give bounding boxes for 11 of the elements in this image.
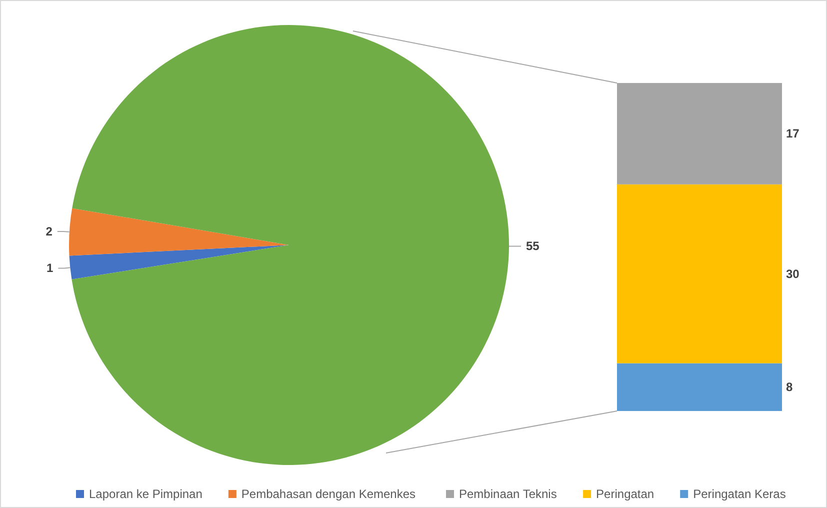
legend-label: Peringatan xyxy=(596,487,654,501)
legend-label: Pembinaan Teknis xyxy=(459,487,557,501)
legend-label: Pembahasan dengan Kemenkes xyxy=(241,487,416,501)
data-label: 2 xyxy=(46,224,53,239)
legend-label: Laporan ke Pimpinan xyxy=(89,487,202,501)
data-label: 30 xyxy=(786,266,800,281)
data-label: 1 xyxy=(46,261,54,276)
data-label: 55 xyxy=(526,239,540,254)
legend-label: Peringatan Keras xyxy=(693,487,786,501)
data-label: 8 xyxy=(786,380,793,394)
data-label: 17 xyxy=(786,126,800,141)
